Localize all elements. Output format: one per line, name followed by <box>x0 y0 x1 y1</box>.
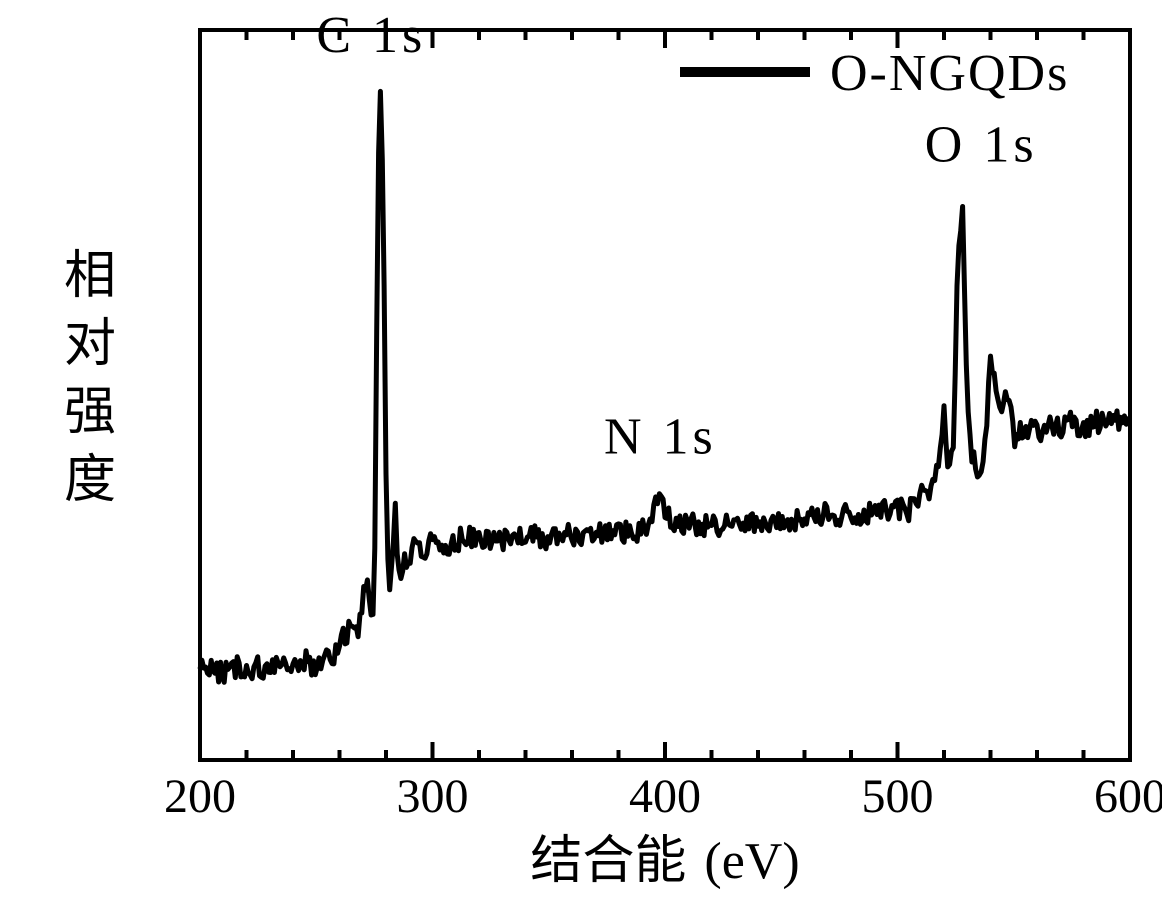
x-tick-label: 600 <box>1094 770 1162 823</box>
y-axis-label-char: 相 <box>64 248 116 305</box>
legend-text: O-NGQDs <box>830 45 1069 102</box>
peak-label: N 1s <box>604 408 717 465</box>
x-tick-label: 200 <box>164 770 236 823</box>
x-tick-label: 300 <box>397 770 469 823</box>
chart-svg: 200 300 400 500 600 结合能(eV) 相对强度 C 1s N 1s O 1s O-… <box>0 0 1162 902</box>
y-axis-label-char: 强 <box>64 384 116 441</box>
x-tick-label: 400 <box>629 770 701 823</box>
spectrum-line <box>200 91 1130 682</box>
x-axis-label: 结合能(eV) <box>530 833 799 890</box>
peak-label: C 1s <box>316 7 426 64</box>
y-axis-label-char: 度 <box>64 452 116 509</box>
y-axis-label-char: 对 <box>64 316 116 373</box>
xps-chart: 200 300 400 500 600 结合能(eV) 相对强度 C 1s N 1s O 1s O-… <box>0 0 1162 902</box>
peak-label: O 1s <box>925 116 1038 173</box>
x-tick-label: 500 <box>862 770 934 823</box>
